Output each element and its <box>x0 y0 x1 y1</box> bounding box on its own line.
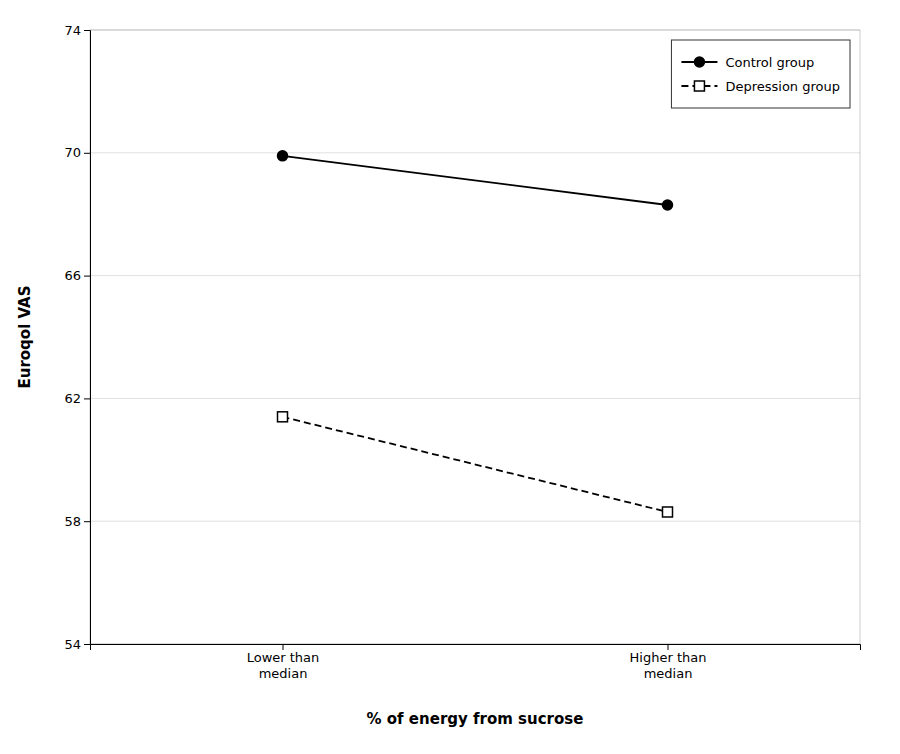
x-tick-mark <box>283 644 284 650</box>
legend-item: Control group <box>681 55 814 70</box>
series <box>278 151 673 210</box>
x-tick-label: Lower thanmedian <box>247 650 320 681</box>
x-tick: Higher thanmedian <box>630 644 707 681</box>
grid <box>90 30 860 644</box>
y-tick-mark <box>84 644 90 645</box>
y-tick: 58 <box>64 514 90 529</box>
legend-box <box>671 40 850 108</box>
chart: 54 58 62 66 70 74 Lower thanmedian Higher thanm… <box>0 0 900 754</box>
y-axis-line <box>84 31 91 645</box>
y-tick-mark <box>84 276 90 277</box>
y-tick-label: 66 <box>64 268 81 283</box>
y-tick: 62 <box>64 391 90 406</box>
y-tick-mark <box>84 521 90 522</box>
line <box>283 156 668 205</box>
legend-marker <box>694 57 704 67</box>
y-tick-label: 70 <box>64 145 81 160</box>
y-tick: 74 <box>64 23 90 38</box>
legend-item: Depression group <box>681 79 840 94</box>
y-tick-label: 62 <box>64 391 81 406</box>
y-tick-label: 58 <box>64 514 81 529</box>
y-axis-title: Euroqol VAS <box>16 285 34 388</box>
marker <box>663 200 673 210</box>
y-tick-label: 74 <box>64 23 81 38</box>
y-tick-mark <box>84 153 90 154</box>
x-axis-line <box>91 645 861 651</box>
grid-line <box>90 398 860 399</box>
plot-frame <box>90 30 860 644</box>
series <box>278 412 673 517</box>
grid-line <box>90 152 860 153</box>
marks <box>278 151 673 517</box>
line <box>283 417 668 512</box>
legend: Control group Depression group <box>671 40 850 108</box>
x-axis: Lower thanmedian Higher thanmedian <box>91 644 861 681</box>
grid-line <box>90 275 860 276</box>
x-tick-mark <box>668 644 669 650</box>
x-axis-title: % of energy from sucrose <box>367 710 584 728</box>
y-tick: 66 <box>64 268 90 283</box>
y-tick-mark <box>84 30 90 31</box>
x-tick-label: Higher thanmedian <box>630 650 707 681</box>
y-axis: 54 58 62 66 70 74 <box>64 23 90 652</box>
marker <box>663 507 673 517</box>
y-tick-mark <box>84 398 90 399</box>
plot: 54 58 62 66 70 74 Lower thanmedian Higher thanm… <box>64 23 860 681</box>
x-tick: Lower thanmedian <box>247 644 320 681</box>
marker <box>278 151 288 161</box>
y-tick-label: 54 <box>64 637 81 652</box>
y-tick: 70 <box>64 145 90 160</box>
marker <box>278 412 288 422</box>
legend-marker <box>694 81 704 91</box>
y-tick: 54 <box>64 637 90 652</box>
grid-line <box>90 521 860 522</box>
legend-label: Control group <box>725 55 814 70</box>
legend-label: Depression group <box>725 79 840 94</box>
